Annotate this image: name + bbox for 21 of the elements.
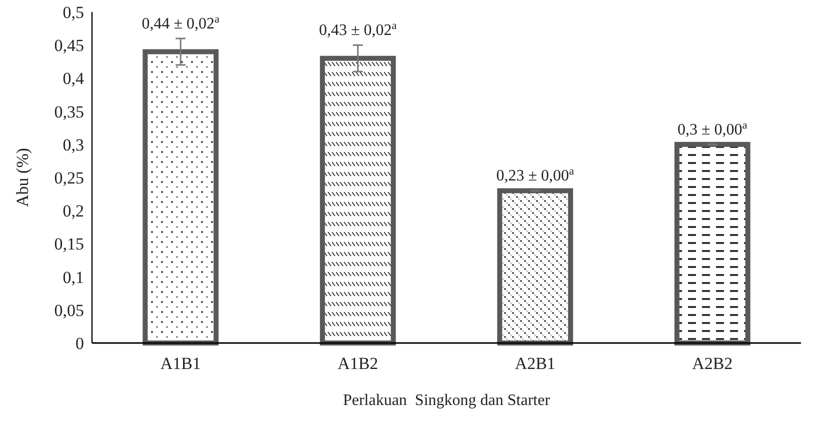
data-label: 0,44 ± 0,02$^{a}$ [142,13,220,32]
x-tick-label: A1B2 [338,354,378,373]
x-tick-label: A1B1 [160,354,201,373]
y-tick-label: 0,1 [62,268,84,287]
data-label: 0,43 ± 0,02$^{a}$ [319,20,397,40]
y-axis-title: Abu (%) [13,148,32,208]
data-label: 0,23 ± 0,00$^{a}$ [496,166,574,185]
y-tick-label: 0 [76,334,84,353]
y-tick-label: 0,5 [62,2,84,22]
y-tick-label: 0,3 [62,135,84,154]
x-tick-label: A2B1 [514,354,556,373]
data-label: 0,3 ± 0,00$^{a}$ [678,119,748,138]
x-tick-label: A2B2 [692,354,733,373]
y-tick-label: 0,35 [54,102,84,122]
x-axis-title: Perlakuan Singkong dan Starter [342,392,551,409]
y-tick-label: 0,05 [54,300,84,320]
y-tick-label: 0,15 [54,234,84,254]
y-tick-label: 0,4 [62,69,84,88]
y-tick-label: 0,45 [54,36,84,56]
y-tick-label: 0,2 [62,202,84,221]
y-tick-label: 0,25 [54,168,84,188]
